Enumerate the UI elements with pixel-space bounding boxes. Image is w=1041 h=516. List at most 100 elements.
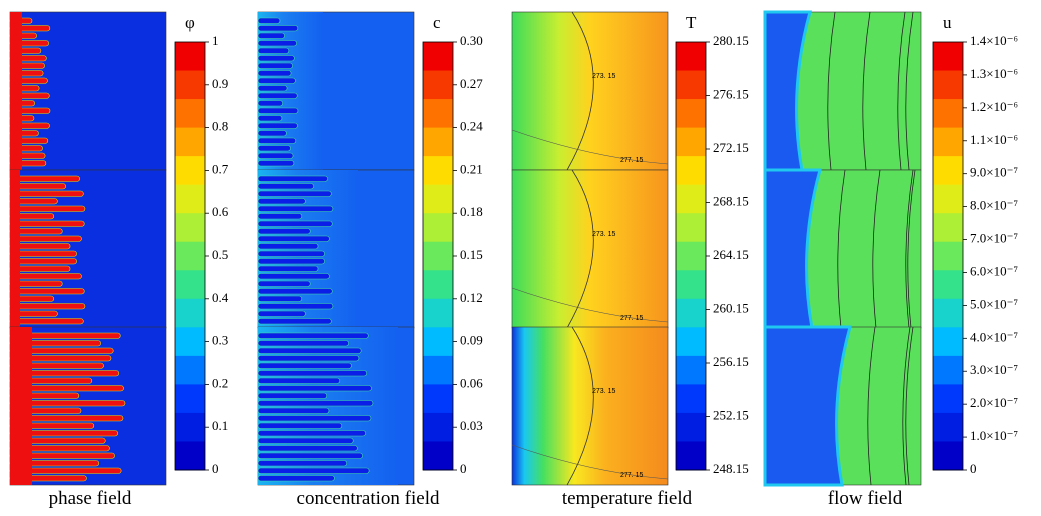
dendrite <box>257 265 319 272</box>
colorbar-band <box>423 412 453 442</box>
streamline <box>905 169 914 329</box>
dendrite <box>257 430 366 437</box>
field-bg <box>511 11 669 171</box>
colorbar-tick-label: 1.2×10⁻⁶ <box>970 99 1018 114</box>
colorbar-band <box>933 70 963 100</box>
panel-caption: phase field <box>49 488 132 509</box>
colorbar-tick-label: 0.6 <box>212 204 229 219</box>
dendrite <box>9 235 82 242</box>
colorbar-band <box>423 441 453 471</box>
colorbar-tick-label: 0.30 <box>460 33 483 48</box>
dendrite <box>257 17 281 24</box>
colorbar-tick-label: 1 <box>212 33 219 48</box>
colorbar-tick-label: 0.21 <box>460 161 483 176</box>
colorbar-tick-label: 7.0×10⁻⁷ <box>970 231 1018 246</box>
dendrite <box>257 77 296 84</box>
colorbar-tick-label: 8.0×10⁻⁷ <box>970 198 1018 213</box>
colorbar-band <box>423 99 453 129</box>
dendrite <box>257 362 352 369</box>
panel-caption: temperature field <box>562 488 693 509</box>
dendrite <box>257 415 372 422</box>
dendrite <box>257 422 343 429</box>
colorbar-band <box>933 241 963 271</box>
colorbar-tick-label: 0.03 <box>460 418 483 433</box>
solid-region <box>763 325 852 487</box>
colorbar-tick-label: 280.15 <box>713 33 749 48</box>
streamline <box>907 169 916 329</box>
dendrite <box>257 100 283 107</box>
colorbar-band <box>423 42 453 72</box>
dendrite <box>257 145 291 152</box>
colorbar-tick-label: 4.0×10⁻⁷ <box>970 329 1018 344</box>
dendrite <box>257 152 294 159</box>
colorbar-tick-label: 0.1 <box>212 418 228 433</box>
colorbar-tick-label: 0 <box>460 461 467 476</box>
colorbar-band <box>175 184 205 214</box>
dendrite <box>257 355 360 362</box>
contour-label: 273. 15 <box>592 231 615 238</box>
contour-label: 277. 15 <box>620 472 643 479</box>
dendrite <box>257 452 363 459</box>
colorbar-band <box>933 42 963 72</box>
colorbar-tick-label: 0.2 <box>212 375 228 390</box>
streamline <box>837 169 846 329</box>
colorbar-band <box>676 213 706 243</box>
colorbar-band <box>676 384 706 414</box>
contour-label: 273. 15 <box>592 73 615 80</box>
colorbar-title: u <box>943 13 952 32</box>
dendrite <box>9 205 86 212</box>
dendrite <box>257 107 299 114</box>
colorbar-band <box>423 298 453 328</box>
colorbar-tick-label: 248.15 <box>713 461 749 476</box>
colorbar-title: φ <box>185 13 195 32</box>
colorbar-tick-label: 0.18 <box>460 204 483 219</box>
field-plot: 273. 15 277. 15 <box>511 169 669 329</box>
dendrite <box>257 137 297 144</box>
dendrite <box>257 70 292 77</box>
dendrite <box>257 47 290 54</box>
colorbar-tick-label: 6.0×10⁻⁷ <box>970 263 1018 278</box>
colorbar-tick-label: 0.4 <box>212 290 229 305</box>
colorbar-tick-label: 1.0×10⁻⁷ <box>970 428 1018 443</box>
colorbar-band <box>676 70 706 100</box>
colorbar-tick-label: 0.5 <box>212 247 228 262</box>
dendrite <box>257 318 332 325</box>
colorbar-band <box>676 99 706 129</box>
colorbar-tick-label: 0 <box>212 461 219 476</box>
colorbar-band <box>175 99 205 129</box>
colorbar-tick-label: 0 <box>970 461 977 476</box>
colorbar-band <box>175 127 205 157</box>
colorbar-band <box>423 156 453 186</box>
field-plot <box>763 168 922 330</box>
dendrite <box>257 475 335 482</box>
colorbar-band <box>933 298 963 328</box>
colorbar-band <box>423 70 453 100</box>
colorbar-tick-label: 0.7 <box>212 161 229 176</box>
colorbar-band <box>423 184 453 214</box>
colorbar-tick-label: 1.3×10⁻⁶ <box>970 66 1018 81</box>
colorbar-band <box>423 384 453 414</box>
colorbar-tick-label: 268.15 <box>713 193 749 208</box>
colorbar-band <box>933 355 963 385</box>
colorbar-band <box>933 184 963 214</box>
streamline <box>867 326 876 486</box>
dendrite <box>257 55 295 62</box>
colorbar-tick-label: 5.0×10⁻⁷ <box>970 296 1018 311</box>
colorbar-band <box>933 412 963 442</box>
colorbar-tick-label: 9.0×10⁻⁷ <box>970 165 1018 180</box>
streamline <box>862 11 871 171</box>
panel-caption: flow field <box>828 488 903 509</box>
colorbar-band <box>175 156 205 186</box>
isotherm <box>511 287 669 323</box>
dendrite <box>257 115 283 122</box>
colorbar-band <box>423 241 453 271</box>
colorbar-tick-label: 0.15 <box>460 247 483 262</box>
contour-label: 277. 15 <box>620 315 643 322</box>
dendrite <box>257 370 368 377</box>
colorbar-tick-label: 0.12 <box>460 290 483 305</box>
isotherm <box>511 129 669 165</box>
colorbar-band <box>933 441 963 471</box>
streamline <box>905 326 914 486</box>
dendrite <box>257 258 325 265</box>
